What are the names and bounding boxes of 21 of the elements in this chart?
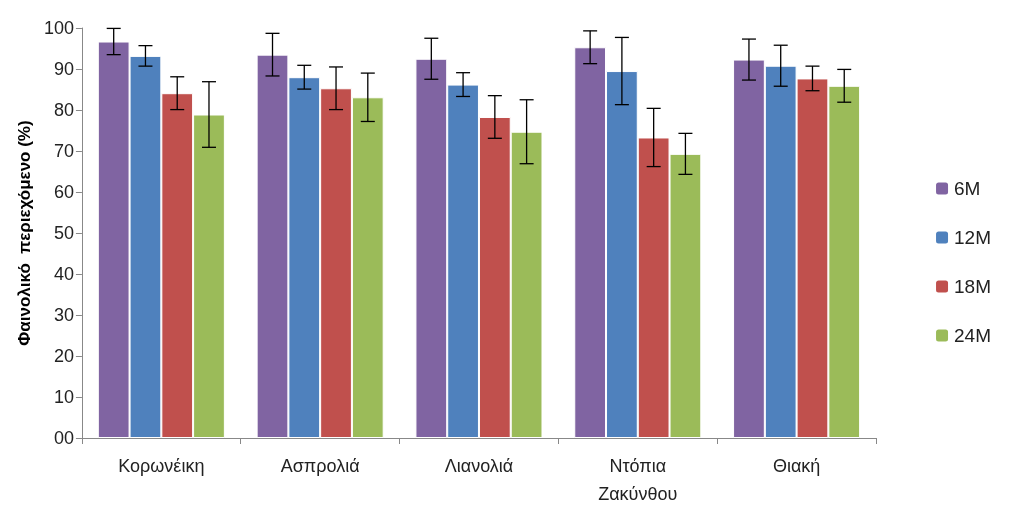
x-tick-label: Ντόπια Ζακύνθου xyxy=(598,456,678,504)
y-tick-label: 20 xyxy=(53,346,74,366)
x-tick-label: Κορωνέικη xyxy=(118,456,205,476)
legend-label: 12M xyxy=(954,227,992,248)
y-tick-label: 40 xyxy=(53,264,74,284)
x-tick-label: Ασπρολιά xyxy=(280,456,360,476)
x-tick-label: Θιακή xyxy=(772,456,821,476)
legend-label: 24M xyxy=(954,325,992,346)
y-tick-label: 100 xyxy=(43,18,74,38)
y-tick-label: 60 xyxy=(53,182,74,202)
y-axis-title: Φαινολικό περιεχόμενο (%) xyxy=(15,120,34,346)
y-tick-label: 90 xyxy=(53,59,74,79)
y-tick-label: 50 xyxy=(53,223,74,243)
x-tick-label: Λιανολιά xyxy=(444,456,514,476)
y-tick-label: 30 xyxy=(53,305,74,325)
y-tick-label: 10 xyxy=(53,387,74,407)
y-tick-label: 70 xyxy=(53,141,74,161)
y-tick-label: 80 xyxy=(53,100,74,120)
y-tick-label: 00 xyxy=(53,428,74,448)
legend-label: 18M xyxy=(954,276,992,297)
legend-label: 6M xyxy=(954,178,981,199)
